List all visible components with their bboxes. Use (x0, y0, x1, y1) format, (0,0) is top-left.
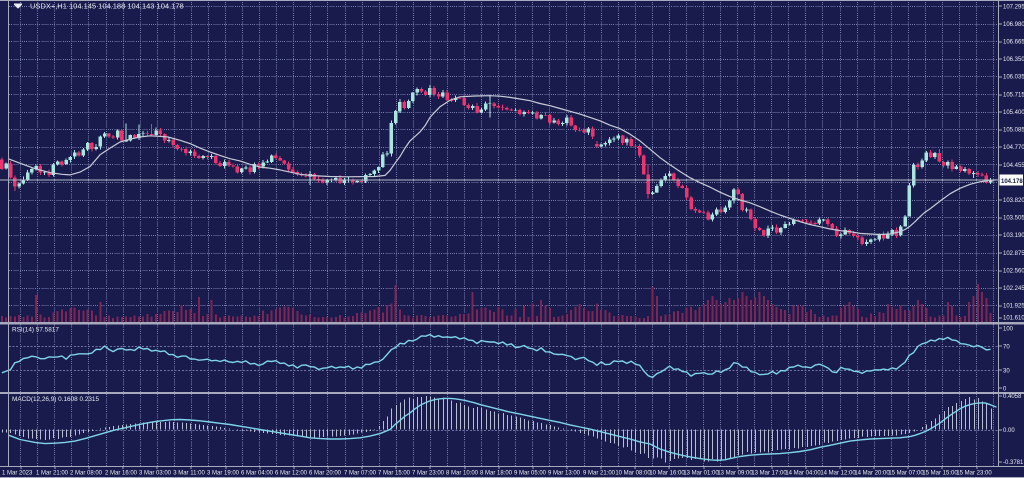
svg-text:9 Mar 13:00: 9 Mar 13:00 (548, 470, 581, 476)
svg-text:3 Mar 03:00: 3 Mar 03:00 (139, 470, 172, 476)
svg-text:13 Mar 17:00: 13 Mar 17:00 (751, 470, 787, 476)
svg-text:3 Mar 19:00: 3 Mar 19:00 (207, 470, 240, 476)
svg-text:9 Mar 21:00: 9 Mar 21:00 (583, 470, 616, 476)
svg-text:USDX+,H1 104.145 104.188 104.1: USDX+,H1 104.145 104.188 104.143 104.178 (30, 2, 184, 11)
svg-text:13 Mar 09:00: 13 Mar 09:00 (717, 470, 753, 476)
svg-text:14 Mar 04:00: 14 Mar 04:00 (785, 470, 821, 476)
svg-text:102.245: 102.245 (1003, 286, 1024, 292)
svg-text:2 Mar 16:00: 2 Mar 16:00 (105, 470, 138, 476)
svg-text:106.035: 106.035 (1003, 75, 1024, 81)
svg-text:30: 30 (1003, 368, 1010, 374)
svg-text:105.085: 105.085 (1003, 128, 1024, 134)
svg-text:106.665: 106.665 (1003, 40, 1024, 46)
svg-text:101.925: 101.925 (1003, 304, 1024, 310)
svg-text:103.505: 103.505 (1003, 216, 1024, 222)
svg-text:102.875: 102.875 (1003, 251, 1024, 257)
svg-text:102.560: 102.560 (1003, 268, 1024, 274)
svg-text:105.715: 105.715 (1003, 92, 1024, 98)
svg-text:70: 70 (1003, 344, 1010, 350)
svg-text:100: 100 (1003, 326, 1014, 332)
svg-text:101.610: 101.610 (1003, 315, 1024, 321)
svg-text:10 Mar 16:00: 10 Mar 16:00 (649, 470, 685, 476)
svg-text:2 Mar 08:00: 2 Mar 08:00 (70, 470, 103, 476)
svg-text:104.770: 104.770 (1003, 145, 1024, 151)
svg-text:14 Mar 12:00: 14 Mar 12:00 (820, 470, 856, 476)
svg-text:15 Mar 07:00: 15 Mar 07:00 (888, 470, 924, 476)
svg-text:6 Mar 20:00: 6 Mar 20:00 (309, 470, 342, 476)
svg-text:8 Mar 10:00: 8 Mar 10:00 (446, 470, 479, 476)
svg-text:15 Mar 23:00: 15 Mar 23:00 (956, 470, 992, 476)
svg-text:104.178: 104.178 (1001, 179, 1023, 185)
svg-text:10 Mar 08:00: 10 Mar 08:00 (615, 470, 651, 476)
svg-text:8 Mar 18:00: 8 Mar 18:00 (480, 470, 513, 476)
svg-text:MACD(12,26,9) 0.1608 0.2315: MACD(12,26,9) 0.1608 0.2315 (12, 396, 99, 403)
svg-text:0.4058: 0.4058 (1003, 394, 1022, 400)
svg-text:103.820: 103.820 (1003, 198, 1024, 204)
svg-text:107.295: 107.295 (1003, 4, 1024, 10)
svg-text:106.980: 106.980 (1003, 22, 1024, 28)
svg-text:1 Mar 21:00: 1 Mar 21:00 (36, 470, 69, 476)
svg-text:9 Mar 05:00: 9 Mar 05:00 (514, 470, 547, 476)
svg-text:7 Mar 07:00: 7 Mar 07:00 (344, 470, 377, 476)
svg-text:0.00: 0.00 (1003, 428, 1015, 434)
svg-text:3 Mar 11:00: 3 Mar 11:00 (173, 470, 205, 476)
svg-text:13 Mar 01:00: 13 Mar 01:00 (683, 470, 719, 476)
svg-text:104.455: 104.455 (1003, 163, 1024, 169)
svg-text:0: 0 (1003, 386, 1007, 392)
svg-text:6 Mar 04:00: 6 Mar 04:00 (241, 470, 274, 476)
svg-text:103.190: 103.190 (1003, 233, 1024, 239)
svg-text:7 Mar 15:00: 7 Mar 15:00 (378, 470, 411, 476)
svg-text:6 Mar 12:00: 6 Mar 12:00 (275, 470, 308, 476)
svg-text:14 Mar 20:00: 14 Mar 20:00 (854, 470, 890, 476)
svg-text:106.350: 106.350 (1003, 57, 1024, 63)
svg-text:105.400: 105.400 (1003, 110, 1024, 116)
svg-text:-0.3781: -0.3781 (1003, 460, 1024, 466)
svg-text:1 Mar 2023: 1 Mar 2023 (2, 470, 33, 476)
svg-text:15 Mar 15:00: 15 Mar 15:00 (922, 470, 958, 476)
svg-text:7 Mar 23:00: 7 Mar 23:00 (412, 470, 445, 476)
svg-text:RSI(14) 57.5817: RSI(14) 57.5817 (12, 327, 59, 334)
